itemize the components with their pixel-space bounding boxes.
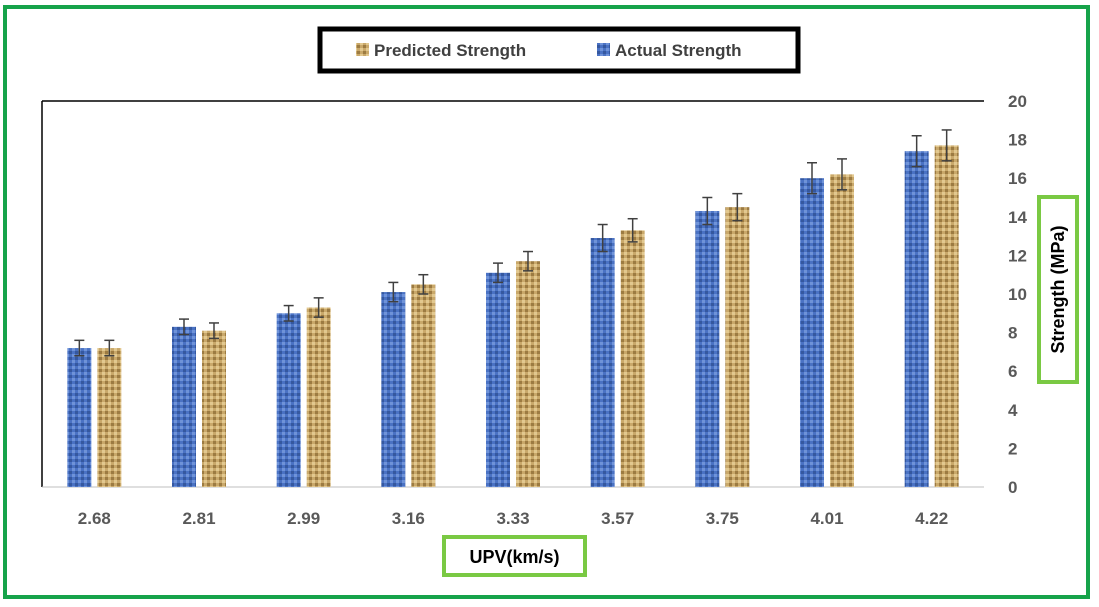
error-bar-actual-2.81	[179, 318, 189, 336]
bar-predicted-4.01	[830, 174, 854, 487]
bar-actual-3.33	[486, 272, 510, 487]
error-bar-actual-3.16	[388, 281, 399, 303]
y-tick-label: 10	[1008, 285, 1027, 304]
x-tick-label: 3.33	[496, 509, 529, 528]
error-bar-predicted-3.16	[418, 273, 429, 295]
x-tick-label: 2.68	[78, 509, 111, 528]
error-bar-predicted-2.99	[313, 297, 324, 318]
y-tick-label: 4	[1008, 401, 1018, 420]
x-tick-label: 4.22	[915, 509, 948, 528]
bar-actual-3.75	[695, 211, 720, 487]
bar-actual-3.16	[381, 292, 406, 487]
y-tick-label: 2	[1008, 439, 1017, 458]
bar-predicted-3.33	[516, 261, 540, 487]
legend-swatch-actual	[597, 43, 610, 56]
y-tick-label: 18	[1008, 131, 1027, 150]
bar-predicted-3.75	[725, 207, 750, 487]
x-tick-label: 3.16	[392, 509, 425, 528]
x-tick-label: 3.75	[706, 509, 739, 528]
error-bar-actual-2.99	[283, 304, 294, 322]
x-tick-label: 4.01	[810, 509, 843, 528]
y-tick-label: 8	[1008, 324, 1017, 343]
y-axis-title-group: Strength (MPa)	[1037, 195, 1079, 384]
bar-actual-2.68	[67, 348, 92, 487]
y-tick-label: 14	[1008, 208, 1027, 227]
y-tick-label: 20	[1008, 92, 1027, 111]
legend-swatch-predicted	[356, 43, 369, 56]
error-bar-actual-2.68	[74, 339, 85, 357]
error-bar-actual-4.01	[807, 162, 817, 195]
bar-predicted-4.22	[934, 145, 959, 487]
x-tick-labels: 2.68 2.81 2.99 3.16 3.33 3.57 3.75 4.01 4.22	[78, 509, 948, 528]
y-tick-labels: 0 2 4 6 8 10 12 14 16 18 20	[1008, 92, 1027, 497]
y-axis-title: Strength (MPa)	[1048, 225, 1068, 353]
error-bar-actual-4.22	[911, 134, 922, 168]
error-bar-predicted-4.01	[837, 158, 847, 191]
bar-predicted-2.68	[97, 348, 122, 487]
legend-box	[317, 26, 801, 74]
error-bar-predicted-2.68	[104, 339, 115, 357]
x-tick-label: 2.81	[182, 509, 215, 528]
error-bar-actual-3.57	[597, 223, 608, 253]
x-axis-title-box	[442, 535, 587, 577]
bar-actual-4.22	[904, 151, 929, 487]
y-tick-label: 6	[1008, 362, 1017, 381]
bar-actual-4.01	[800, 178, 824, 487]
x-axis-title: UPV(km/s)	[469, 547, 559, 567]
bar-predicted-3.16	[411, 284, 436, 487]
legend-label-actual: Actual Strength	[615, 41, 742, 60]
bar-actual-2.81	[172, 326, 196, 487]
x-axis-title-group: UPV(km/s)	[442, 535, 587, 577]
y-axis-title-box	[1037, 195, 1079, 384]
error-bar-predicted-3.33	[523, 250, 533, 272]
error-bar-predicted-3.75	[732, 192, 743, 222]
bar-predicted-2.81	[202, 330, 226, 487]
bar-actual-2.99	[276, 313, 301, 487]
legend-label-predicted: Predicted Strength	[374, 41, 526, 60]
bar-predicted-2.99	[306, 307, 331, 487]
bar-actual-3.57	[590, 238, 615, 487]
x-tick-label: 2.99	[287, 509, 320, 528]
y-tick-label: 12	[1008, 246, 1027, 265]
error-bar-actual-3.33	[493, 262, 503, 284]
y-tick-label: 0	[1008, 478, 1017, 497]
y-tick-label: 16	[1008, 169, 1027, 188]
bar-predicted-3.57	[620, 230, 645, 487]
error-bar-predicted-4.22	[941, 129, 952, 162]
error-bar-predicted-2.81	[209, 322, 219, 340]
x-tick-label: 3.57	[601, 509, 634, 528]
error-bar-actual-3.75	[702, 196, 713, 226]
error-bar-predicted-3.57	[627, 217, 638, 243]
bars	[67, 129, 959, 487]
legend: Predicted Strength Actual Strength	[317, 26, 801, 74]
plot-area	[41, 100, 984, 488]
